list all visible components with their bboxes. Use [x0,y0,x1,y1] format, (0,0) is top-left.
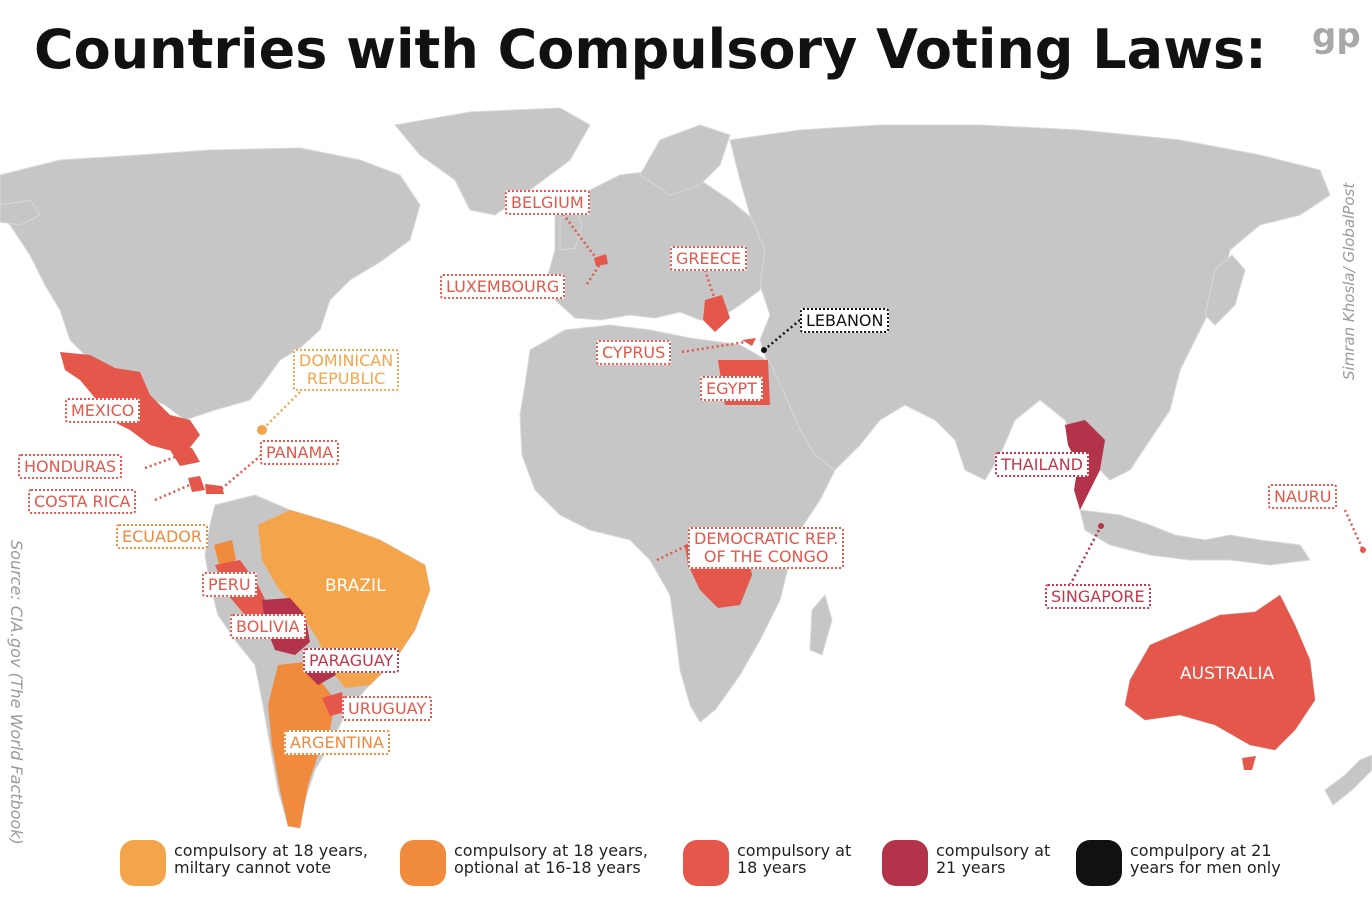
brazil-shape [258,510,430,688]
label-belgium: BELGIUM [505,190,590,215]
new-zealand-shape [1324,754,1372,806]
label-cyprus: CYPRUS [596,340,672,365]
label-egypt: EGYPT [700,376,763,401]
costa-rica-leader [154,482,193,502]
label-thailand: THAILAND [995,452,1089,477]
legend-text: compulpory at 21 years for men only [1130,841,1281,877]
tasmania-shape [1242,756,1256,770]
australia-shape [1125,595,1315,750]
dominican-leader [261,391,301,431]
label-dominican-republic: DOMINICAN REPUBLIC [293,349,400,391]
panama-leader [219,451,266,491]
indonesia-shape [1079,509,1311,566]
scandinavia-shape [639,124,731,196]
label-nauru: NAURU [1268,484,1338,509]
honduras-leader [144,454,179,470]
congo-leader [656,543,689,562]
map-title: Countries with Compulsory Voting Laws: [34,18,1267,81]
legend-text: compulsory at 21 years [936,841,1051,877]
legend-swatch [1076,840,1122,886]
legend-swatch [120,840,166,886]
nauru-leader [1343,509,1365,551]
belgium-leader [559,209,597,259]
label-honduras: HONDURAS [18,454,123,479]
legend-swatch [683,840,729,886]
label-congo: DEMOCRATIC REP. OF THE CONGO [688,527,845,569]
legend-swatch [400,840,446,886]
label-lebanon: LEBANON [800,308,890,333]
belgium-shape [594,254,608,266]
label-luxembourg: LUXEMBOURG [440,274,566,299]
panama-shape [205,484,224,494]
label-singapore: SINGAPORE [1045,584,1151,609]
cyprus-shape [742,338,756,346]
globalpost-logo: gp [1312,16,1361,56]
greece-shape [703,295,730,332]
label-peru: PERU [202,572,257,597]
label-bolivia: BOLIVIA [230,614,306,639]
label-ecuador: ECUADOR [116,524,208,549]
label-costa-rica: COSTA RICA [28,489,137,514]
japan-shape [1204,254,1246,326]
uruguay-shape [322,692,345,716]
label-uruguay: URUGUAY [342,696,433,721]
costa-rica-shape [188,476,205,492]
alaska-shape [0,199,41,226]
singapore-leader [1068,525,1103,586]
label-argentina: ARGENTINA [284,730,390,755]
legend-text: compulsory at 18 years [737,841,852,877]
greece-leader [703,269,717,301]
land-masses [0,107,1372,829]
north-america-shape [0,147,421,421]
asia-shape [729,124,1331,481]
label-paraguay: PARAGUAY [303,648,400,673]
label-brazil: BRAZIL [325,576,386,596]
label-australia: AUSTRALIA [1180,664,1275,684]
ecuador-shape [214,540,236,568]
cyprus-leader [681,340,746,354]
legend-text: compulsory at 18 years, optional at 16-1… [454,841,648,877]
dominican-republic-dot [257,425,267,435]
madagascar-shape [809,593,833,656]
label-panama: PANAMA [260,440,340,465]
luxembourg-leader [585,263,602,285]
label-greece: GREECE [670,246,748,271]
label-mexico: MEXICO [65,398,141,423]
legend-swatch [882,840,928,886]
legend-text: compulsory at 18 years, miltary cannot v… [174,841,368,877]
honduras-shape [170,448,200,466]
africa-shape [519,324,836,723]
